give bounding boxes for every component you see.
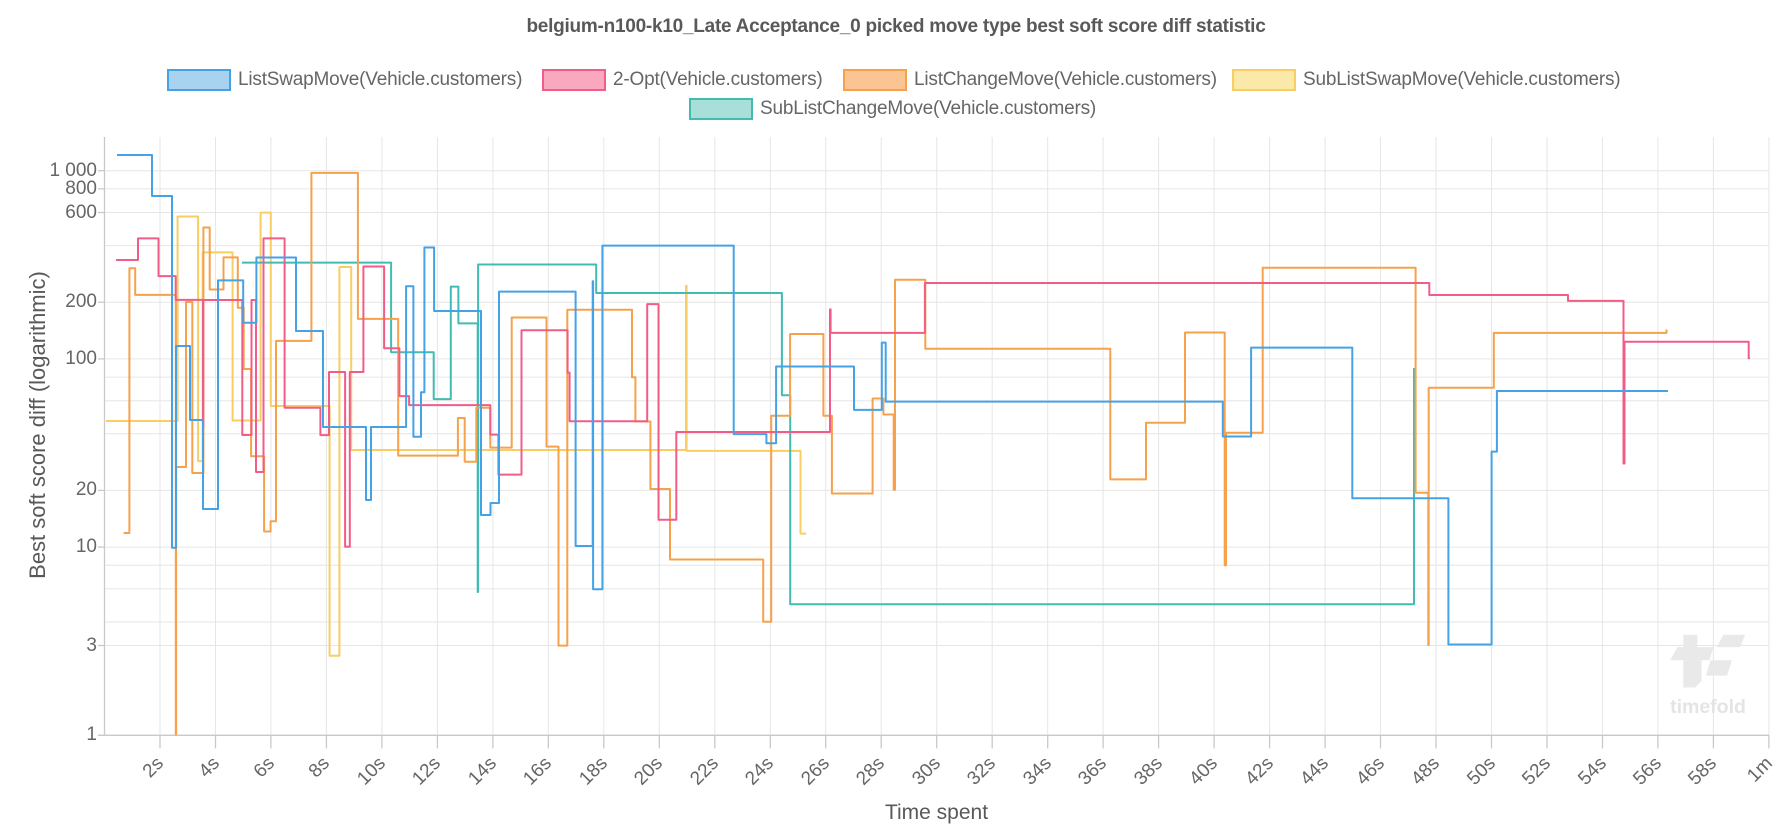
svg-text:timefold: timefold [1670,696,1746,718]
